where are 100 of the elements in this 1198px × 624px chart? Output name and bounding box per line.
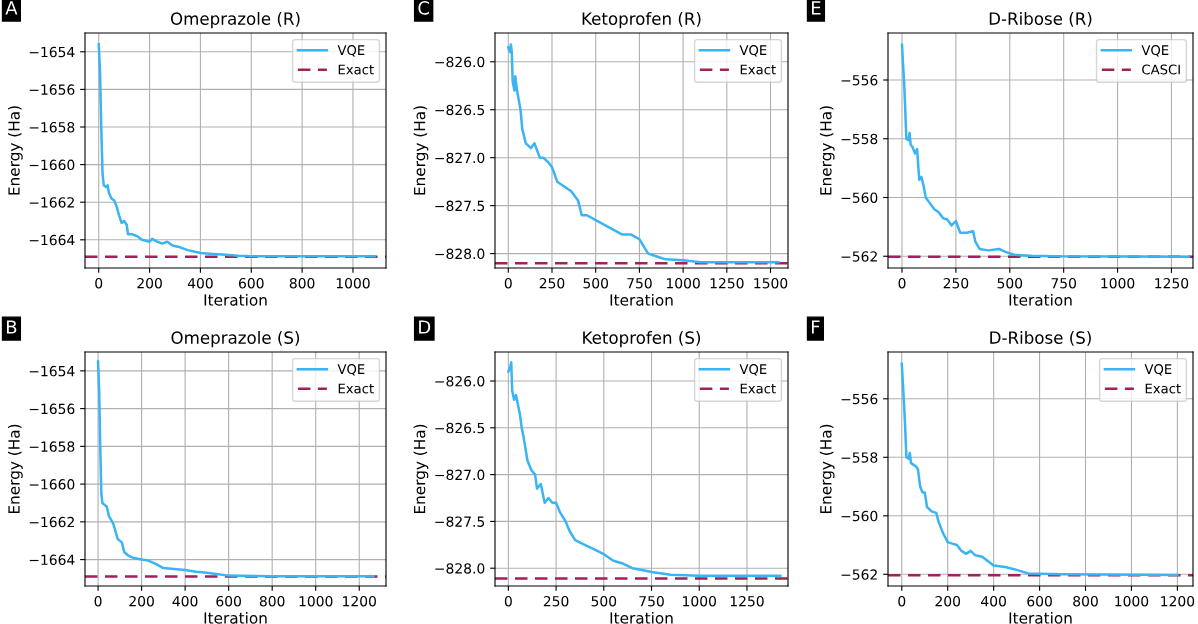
y-tick-label: −558 <box>841 452 878 463</box>
y-tick-label: −826.0 <box>435 375 485 387</box>
y-axis-title: Energy (Ha) <box>413 424 429 514</box>
line-series <box>900 43 1190 259</box>
y-tick-label: −1662 <box>29 516 74 528</box>
y-tick-label: −827.0 <box>435 152 485 164</box>
y-tick-label: −560 <box>841 192 878 203</box>
y-tick-label: −1660 <box>29 159 75 171</box>
x-tick-label: 500 <box>583 277 609 289</box>
x-tick-label: 250 <box>943 277 969 289</box>
line-series <box>507 361 782 577</box>
x-axis-title: Iteration <box>1009 293 1072 306</box>
x-tick-label: 1250 <box>730 595 764 607</box>
x-tick-label: 0 <box>504 277 512 289</box>
y-tick-label: −826.0 <box>435 56 485 68</box>
x-axis-title: Iteration <box>610 293 673 306</box>
x-tick-label: 1000 <box>683 595 716 607</box>
legend-label: Exact <box>338 383 374 394</box>
y-tick-label: −1660 <box>29 479 75 490</box>
y-axis-title: Energy (Ha) <box>819 106 835 195</box>
line-series <box>97 43 376 258</box>
legend-label: VQE <box>739 45 767 57</box>
chart-title: Ketoprofen (S) <box>583 331 701 348</box>
x-tick-label: 500 <box>997 277 1023 289</box>
y-tick-label: −560 <box>841 510 878 522</box>
x-tick-label: 1000 <box>336 277 370 289</box>
legend-label: VQE <box>1141 45 1169 57</box>
x-tick-label: 1200 <box>1161 595 1195 607</box>
x-tick-label: 200 <box>137 277 162 289</box>
y-tick-label: −562 <box>841 569 877 580</box>
legend-label: Exact <box>740 64 776 75</box>
x-tick-label: 1000 <box>299 595 333 607</box>
x-tick-label: 1250 <box>710 277 744 289</box>
x-tick-label: 200 <box>129 595 154 607</box>
x-tick-label: 400 <box>981 595 1006 607</box>
text: A <box>5 1 18 15</box>
x-axis-title: Iteration <box>1009 611 1072 624</box>
y-tick-label: −1654 <box>29 46 75 58</box>
x-tick-label: 1000 <box>1101 277 1135 289</box>
x-tick-label: 0 <box>898 277 906 289</box>
text: C <box>418 1 429 15</box>
x-tick-label: 400 <box>172 595 198 607</box>
line-series <box>96 360 375 578</box>
x-tick-label: 250 <box>543 595 569 607</box>
x-tick-label: 750 <box>639 595 664 607</box>
text: D <box>419 320 431 334</box>
y-tick-label: −562 <box>841 251 877 262</box>
x-tick-label: 600 <box>238 277 264 289</box>
y-tick-label: −828.0 <box>435 248 485 260</box>
x-tick-label: 800 <box>1073 595 1098 607</box>
chart-title: Ketoprofen (R) <box>582 12 701 29</box>
y-tick-label: −1656 <box>29 403 75 415</box>
y-tick-label: −1654 <box>29 365 75 377</box>
y-tick-label: −827.5 <box>435 516 485 527</box>
y-tick-label: −1658 <box>29 441 75 452</box>
chart-title: D-Ribose (R) <box>989 12 1092 27</box>
text: B <box>7 320 17 334</box>
y-tick-label: −558 <box>841 133 878 145</box>
text: E <box>812 1 821 15</box>
chart-title: Omeprazole (S) <box>171 331 300 348</box>
legend-label: Exact <box>338 64 374 75</box>
legend-label: VQE <box>1144 364 1172 376</box>
legend-label: Exact <box>1145 383 1181 394</box>
x-tick-label: 1000 <box>1115 595 1149 607</box>
y-tick-label: −828.0 <box>435 563 485 574</box>
x-tick-label: 1500 <box>754 277 788 289</box>
legend-label: VQE <box>739 364 767 376</box>
x-tick-label: 800 <box>259 595 285 607</box>
x-tick-label: 1000 <box>666 277 700 289</box>
y-tick-label: −556 <box>841 74 878 86</box>
y-tick-label: −556 <box>841 393 878 405</box>
x-tick-label: 600 <box>1027 595 1052 607</box>
x-tick-label: 600 <box>216 595 241 607</box>
chart-title: D-Ribose (S) <box>990 331 1091 346</box>
y-axis-title: Energy (Ha) <box>413 106 429 195</box>
x-axis-title: Iteration <box>610 611 673 624</box>
x-tick-label: 800 <box>289 277 315 289</box>
chart-title: Omeprazole (R) <box>170 12 300 29</box>
x-tick-label: 1250 <box>1155 277 1189 289</box>
legend-label: VQE <box>337 364 365 376</box>
x-tick-label: 750 <box>1051 277 1076 289</box>
x-tick-label: 400 <box>187 277 213 289</box>
y-tick-label: −826.5 <box>435 104 485 116</box>
x-tick-label: 500 <box>591 595 617 607</box>
text: F <box>812 320 820 334</box>
y-axis-title: Energy (Ha) <box>7 424 23 514</box>
x-tick-label: 0 <box>94 595 102 607</box>
x-axis-title: Iteration <box>204 293 267 306</box>
y-tick-label: −827.5 <box>435 200 485 212</box>
y-axis-title: Energy (Ha) <box>7 106 23 195</box>
x-tick-label: 0 <box>898 595 906 607</box>
legend-label: Exact <box>740 383 776 394</box>
y-tick-label: −1658 <box>29 121 75 133</box>
x-tick-label: 250 <box>539 277 565 289</box>
y-tick-label: −1656 <box>29 84 75 95</box>
y-tick-label: −1662 <box>29 197 74 208</box>
y-axis-title: Energy (Ha) <box>819 424 835 514</box>
x-tick-label: 1200 <box>343 595 376 607</box>
legend-label: VQE <box>337 45 365 57</box>
x-tick-label: 200 <box>935 595 961 607</box>
